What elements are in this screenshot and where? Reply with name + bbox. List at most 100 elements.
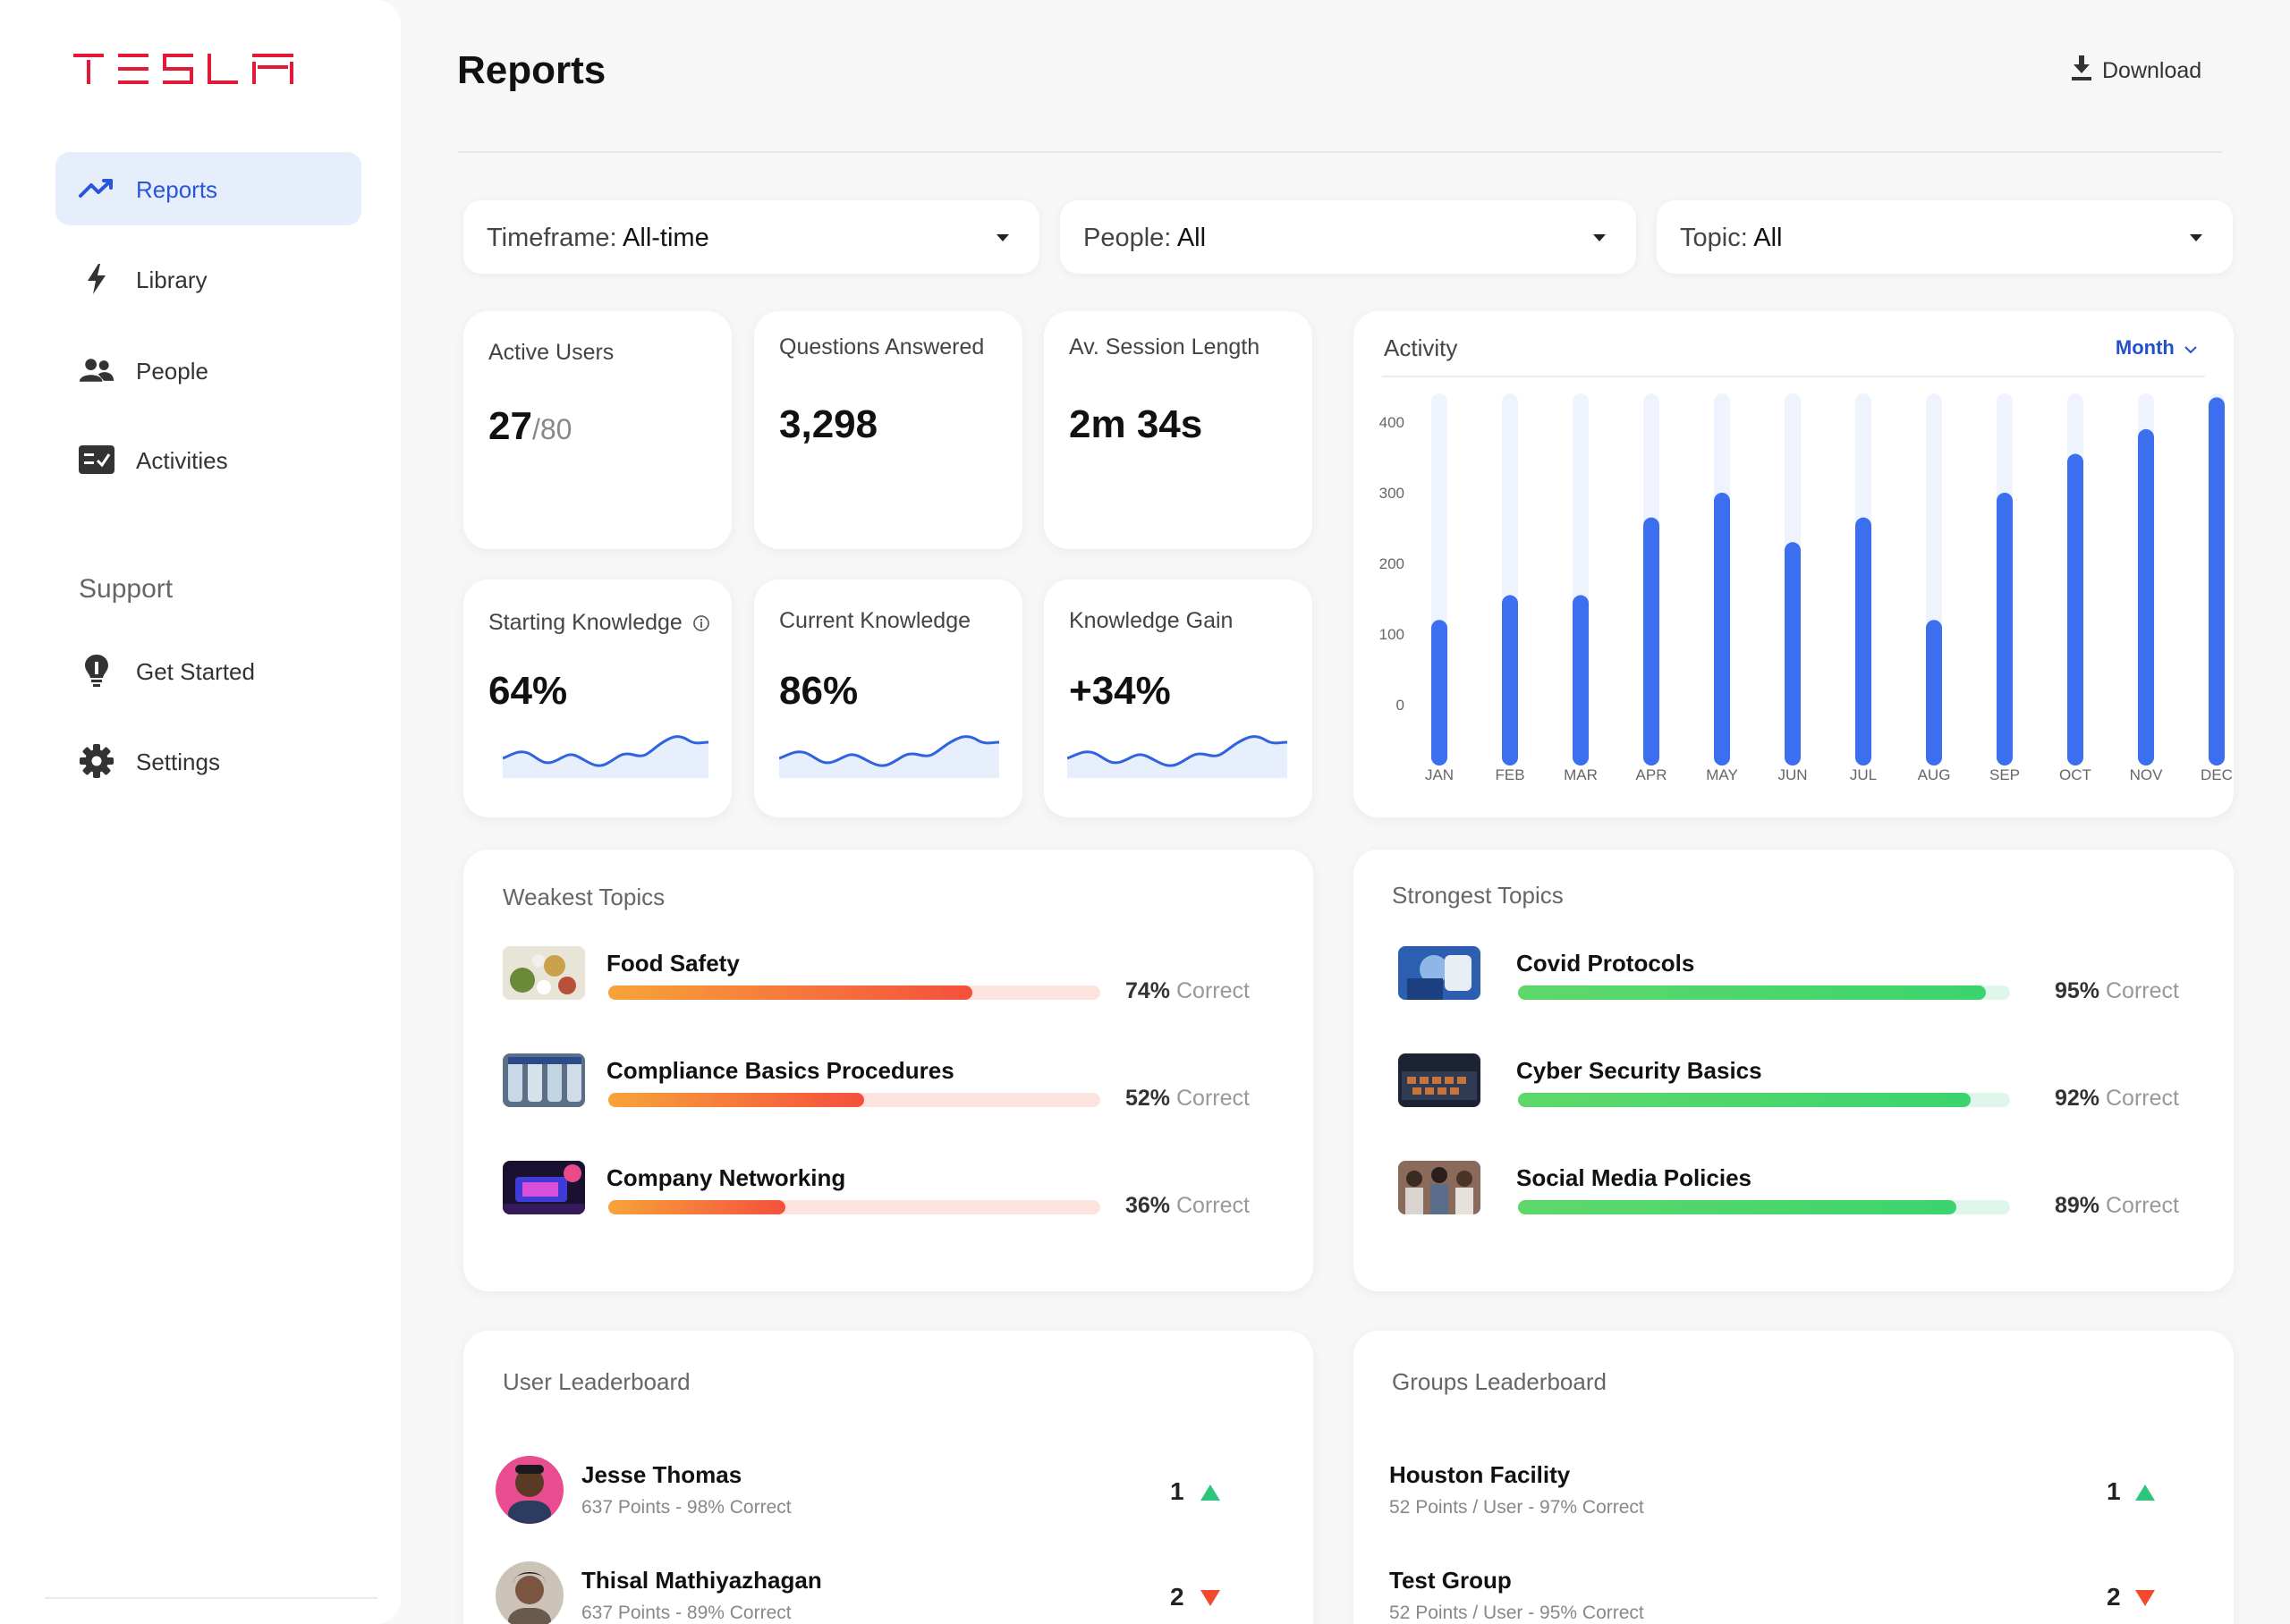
progress-track <box>608 985 1100 1000</box>
topic-row[interactable]: Compliance Basics Procedures 52% Correct <box>503 1053 1272 1125</box>
activity-card: Activity Month 400 300 200 100 0 JAN FEB MAR APR… <box>1353 311 2234 817</box>
sidebar-item-label: Library <box>136 266 208 293</box>
user-leaderboard-card: User Leaderboard Jesse Thomas 637 Points… <box>463 1331 1313 1624</box>
topic-row[interactable]: Cyber Security Basics 92% Correct <box>1398 1053 2179 1125</box>
topic-name: Company Networking <box>606 1164 846 1191</box>
topic-name: Compliance Basics Procedures <box>606 1057 954 1084</box>
sidebar-item-reports[interactable]: Reports <box>55 152 361 225</box>
topic-score: 74% Correct <box>1125 978 1250 1004</box>
bar-feb[interactable] <box>1502 595 1518 765</box>
topic-percent: 89% <box>2055 1193 2100 1218</box>
bar-jul[interactable] <box>1855 517 1871 765</box>
sidebar: Reports Library People Activities Suppor… <box>0 0 401 1624</box>
rank-number: 2 <box>1170 1583 1184 1611</box>
bar-dec[interactable] <box>2209 397 2225 765</box>
sidebar-item-library[interactable]: Library <box>55 242 361 316</box>
stat-title: Active Users <box>488 340 615 365</box>
people-filter[interactable]: People: All <box>1060 200 1636 274</box>
covid-protocols-thumbnail <box>1398 946 1480 1000</box>
bar-jun[interactable] <box>1785 542 1801 765</box>
topic-percent: 95% <box>2055 978 2100 1003</box>
filter-label: Timeframe: <box>487 224 617 252</box>
section-title: Strongest Topics <box>1392 882 1564 909</box>
correct-label: Correct <box>1176 978 1250 1003</box>
leaderboard-row[interactable]: Test Group 52 Points / User - 95% Correc… <box>1389 1561 2176 1624</box>
bar-may[interactable] <box>1714 493 1730 765</box>
bar-mar[interactable] <box>1573 595 1589 765</box>
sidebar-item-activities[interactable]: Activities <box>55 423 361 496</box>
sidebar-item-settings[interactable]: Settings <box>55 724 361 798</box>
bar-jan[interactable] <box>1431 620 1447 765</box>
topic-row[interactable]: Food Safety 74% Correct <box>503 946 1272 1018</box>
period-dropdown[interactable]: Month <box>2116 336 2198 359</box>
leaderboard-row[interactable]: Houston Facility 52 Points / User - 97% … <box>1389 1456 2176 1527</box>
topic-percent: 36% <box>1125 1193 1171 1218</box>
bar-oct[interactable] <box>2067 453 2083 765</box>
sidebar-item-label: People <box>136 358 208 385</box>
progress-track <box>1518 1093 2010 1107</box>
group-name: Houston Facility <box>1389 1461 1571 1488</box>
progress-fill <box>608 1093 864 1107</box>
y-tick-label: 200 <box>1379 555 1404 572</box>
stat-value: 86% <box>779 669 859 713</box>
correct-label: Correct <box>2106 1193 2179 1218</box>
lightbulb-icon <box>79 653 114 689</box>
stat-card-starting-knowledge: Starting Knowledge 64% <box>463 579 732 817</box>
topic-row[interactable]: Company Networking 36% Correct <box>503 1161 1272 1232</box>
progress-fill <box>608 1200 785 1214</box>
topic-row[interactable]: Social Media Policies 89% Correct <box>1398 1161 2179 1232</box>
sidebar-item-label: Activities <box>136 447 228 474</box>
progress-fill <box>1518 985 1986 1000</box>
page-title: Reports <box>457 48 606 92</box>
activity-chart: 400 300 200 100 0 JAN FEB MAR APR MAY JUN JUL AUG SEP… <box>1379 393 2233 783</box>
x-tick-label: AUG <box>1918 766 1951 783</box>
sidebar-item-people[interactable]: People <box>55 334 361 407</box>
stat-value: +34% <box>1069 669 1171 713</box>
cyber-security-thumbnail <box>1398 1053 1480 1107</box>
stat-value: 64% <box>488 669 568 713</box>
section-title: Groups Leaderboard <box>1392 1368 1607 1395</box>
topic-percent: 92% <box>2055 1086 2100 1111</box>
support-heading: Support <box>79 574 174 604</box>
timeframe-filter[interactable]: Timeframe: All-time <box>463 200 1039 274</box>
filter-value: All <box>1753 224 1783 252</box>
filter-label: Topic: <box>1680 224 1748 252</box>
rank-up-icon <box>2135 1484 2155 1501</box>
user-stats: 637 Points - 89% Correct <box>581 1603 792 1623</box>
strongest-topics-card: Strongest Topics Covid Protocols 95% Cor… <box>1353 850 2234 1291</box>
stat-card-current-knowledge: Current Knowledge 86% <box>754 579 1022 817</box>
bar-nov[interactable] <box>2138 428 2154 765</box>
leaderboard-row[interactable]: Jesse Thomas 637 Points - 98% Correct 1 <box>496 1456 1283 1527</box>
leaderboard-row[interactable]: Thisal Mathiyazhagan 637 Points - 89% Co… <box>496 1561 1283 1624</box>
topic-filter[interactable]: Topic: All <box>1657 200 2233 274</box>
header-divider <box>458 151 2222 153</box>
sidebar-item-get-started[interactable]: Get Started <box>55 634 361 707</box>
y-tick-label: 100 <box>1379 626 1404 643</box>
y-tick-label: 0 <box>1396 697 1404 714</box>
stat-title: Knowledge Gain <box>1069 608 1234 633</box>
avatar <box>496 1456 564 1524</box>
stat-total: /80 <box>531 413 572 445</box>
topic-name: Cyber Security Basics <box>1516 1057 1762 1084</box>
stat-title: Starting Knowledge <box>488 610 710 636</box>
chevron-down-icon <box>2180 336 2198 359</box>
topic-row[interactable]: Covid Protocols 95% Correct <box>1398 946 2179 1018</box>
section-title: User Leaderboard <box>503 1368 691 1395</box>
weakest-topics-card: Weakest Topics Food Safety 74% Correct C… <box>463 850 1313 1291</box>
bar-aug[interactable] <box>1926 620 1942 765</box>
caret-down-icon <box>997 234 1009 241</box>
topic-name: Food Safety <box>606 950 740 977</box>
group-stats: 52 Points / User - 95% Correct <box>1389 1603 1644 1623</box>
bar-sep[interactable] <box>1997 493 2013 765</box>
download-button[interactable]: Download <box>2072 55 2201 87</box>
bar-apr[interactable] <box>1643 517 1659 765</box>
networking-thumbnail <box>503 1161 585 1214</box>
tesla-logo[interactable] <box>73 54 293 89</box>
topic-name: Social Media Policies <box>1516 1164 1751 1191</box>
correct-label: Correct <box>2106 1086 2179 1111</box>
x-tick-label: MAR <box>1564 766 1598 783</box>
rank-down-icon <box>2135 1590 2155 1606</box>
caret-down-icon <box>2190 234 2202 241</box>
correct-label: Correct <box>2106 978 2179 1003</box>
info-icon[interactable] <box>689 610 710 635</box>
